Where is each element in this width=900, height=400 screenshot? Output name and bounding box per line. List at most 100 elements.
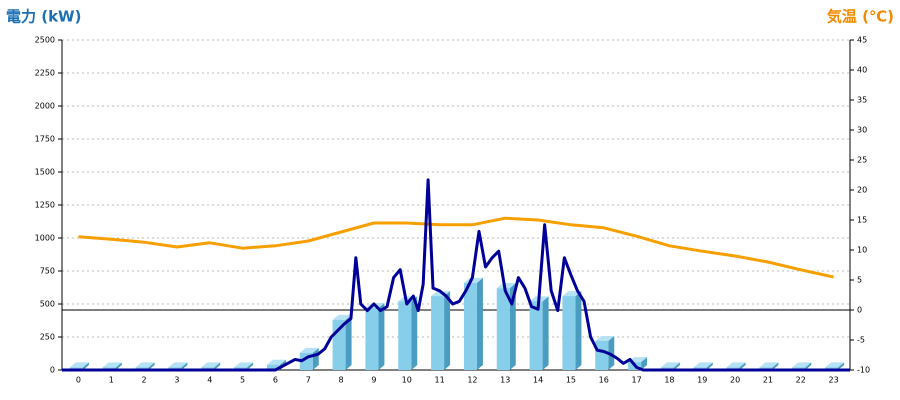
x-tick-label: 15 xyxy=(566,376,576,385)
y2-tick-label: 20 xyxy=(857,186,867,195)
bar-top xyxy=(102,362,122,368)
y2-tick-label: 40 xyxy=(857,66,867,75)
bar-top xyxy=(562,291,582,297)
bar-top xyxy=(234,362,254,368)
y-tick-label: 500 xyxy=(40,300,55,309)
bar-depth xyxy=(476,277,483,370)
bar-depth xyxy=(673,362,680,370)
x-tick-label: 8 xyxy=(339,376,344,385)
x-tick-label: 17 xyxy=(631,376,641,385)
bar-depth xyxy=(805,362,812,370)
bar-depth xyxy=(148,362,155,370)
x-tick-label: 20 xyxy=(730,376,740,385)
x-tick-label: 0 xyxy=(76,376,81,385)
bar-top xyxy=(168,362,188,368)
y2-tick-label: 25 xyxy=(857,156,867,165)
bar-top xyxy=(69,362,89,368)
x-tick-label: 18 xyxy=(664,376,674,385)
bar-top xyxy=(792,362,812,368)
x-tick-label: 12 xyxy=(467,376,477,385)
y-axis-title: 電力 (kW) xyxy=(6,8,81,26)
x-tick-label: 10 xyxy=(402,376,412,385)
y2-tick-label: 35 xyxy=(857,96,867,105)
y-tick-label: 750 xyxy=(40,267,55,276)
bar-depth xyxy=(706,362,713,370)
x-tick-label: 2 xyxy=(142,376,147,385)
bar-top xyxy=(693,362,713,368)
bar-depth xyxy=(181,362,188,370)
bar-depth xyxy=(247,362,254,370)
y2-tick-label: 5 xyxy=(857,276,862,285)
bar-depth xyxy=(115,362,122,370)
bar-top xyxy=(759,362,779,368)
bar-top xyxy=(660,362,680,368)
bar-depth xyxy=(739,362,746,370)
y-tick-label: 250 xyxy=(40,333,55,342)
bar-top xyxy=(463,277,483,283)
x-tick-label: 1 xyxy=(109,376,114,385)
bar-top xyxy=(201,362,221,368)
bar-depth xyxy=(542,296,549,370)
y-tick-label: 1250 xyxy=(35,201,55,210)
x-tick-label: 14 xyxy=(533,376,543,385)
x-tick-label: 21 xyxy=(763,376,773,385)
x-tick-label: 22 xyxy=(796,376,806,385)
bar-depth xyxy=(772,362,779,370)
y-tick-label: 0 xyxy=(50,366,55,375)
bar xyxy=(529,301,543,370)
bar-depth xyxy=(82,362,89,370)
bar xyxy=(365,307,379,370)
bar-top xyxy=(496,283,516,289)
bar-depth xyxy=(411,296,418,370)
bar xyxy=(266,364,280,370)
y2-tick-label: 30 xyxy=(857,126,867,135)
bar xyxy=(562,296,576,370)
x-tick-label: 13 xyxy=(500,376,510,385)
bar xyxy=(496,288,510,370)
y-tick-label: 1000 xyxy=(35,234,55,243)
y-tick-label: 2500 xyxy=(35,36,55,45)
bar xyxy=(463,282,477,370)
y2-tick-label: 45 xyxy=(857,36,867,45)
y-tick-label: 1500 xyxy=(35,168,55,177)
x-tick-label: 11 xyxy=(434,376,444,385)
y2-tick-label: 10 xyxy=(857,246,867,255)
x-tick-label: 16 xyxy=(599,376,609,385)
y-tick-label: 2250 xyxy=(35,69,55,78)
y-tick-label: 1750 xyxy=(35,135,55,144)
bar-top xyxy=(595,335,615,341)
y-tick-label: 2000 xyxy=(35,102,55,111)
x-tick-label: 4 xyxy=(207,376,212,385)
bar-depth xyxy=(214,362,221,370)
y2-tick-label: 15 xyxy=(857,216,867,225)
y2-tick-label: -10 xyxy=(857,366,870,375)
x-tick-label: 23 xyxy=(828,376,838,385)
line xyxy=(62,178,850,372)
x-tick-label: 9 xyxy=(371,376,376,385)
bar xyxy=(398,301,412,370)
bar-top xyxy=(299,347,319,353)
bar-depth xyxy=(575,291,582,370)
y2-tick-label: -5 xyxy=(857,336,865,345)
bar-top xyxy=(726,362,746,368)
bar-depth xyxy=(641,357,648,370)
bar-depth xyxy=(378,302,385,370)
y2-axis-title: 気温 (℃) xyxy=(827,8,894,26)
bar-top xyxy=(825,362,845,368)
x-tick-label: 19 xyxy=(697,376,707,385)
bar-depth xyxy=(444,291,451,370)
x-tick-label: 6 xyxy=(273,376,278,385)
y2-tick-label: 0 xyxy=(857,306,862,315)
x-tick-label: 7 xyxy=(306,376,311,385)
x-tick-label: 3 xyxy=(174,376,179,385)
bar xyxy=(595,340,609,370)
line xyxy=(78,216,834,279)
bar-top xyxy=(135,362,155,368)
bar-top xyxy=(266,359,286,365)
bar-depth xyxy=(838,362,845,370)
bar-depth xyxy=(345,314,352,370)
bar-top xyxy=(332,314,352,320)
x-tick-label: 5 xyxy=(240,376,245,385)
